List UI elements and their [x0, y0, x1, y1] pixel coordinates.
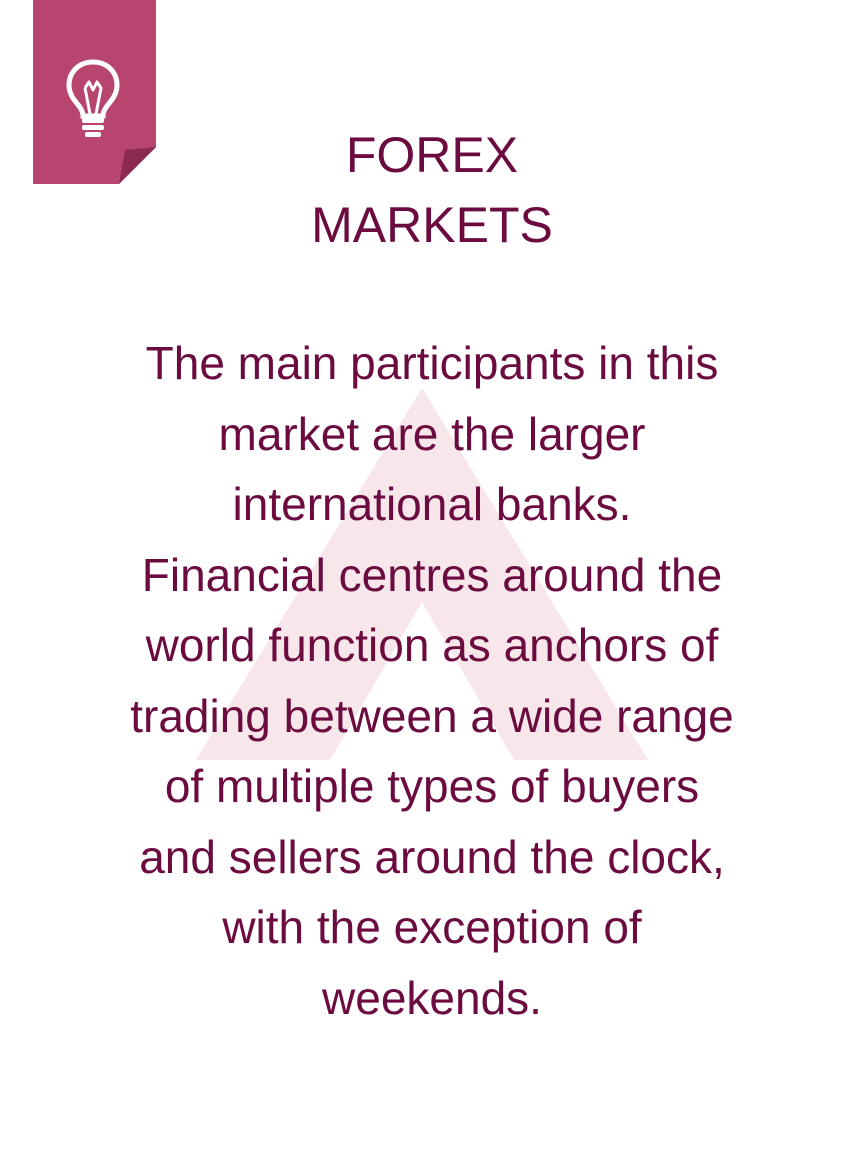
body-line: market are the larger	[218, 407, 646, 460]
triangle-logo-icon	[196, 388, 648, 760]
body-line: world function as anchors of	[145, 619, 719, 671]
body-line: of multiple types of buyers	[164, 760, 700, 812]
page-title: FOREX MARKETS	[0, 120, 864, 260]
title-line-1: FOREX	[345, 127, 519, 183]
body-line: with the exception of	[222, 901, 642, 953]
tip-badge	[33, 0, 156, 184]
body-line: trading between a wide range	[130, 689, 734, 742]
body-line: international banks.	[232, 478, 632, 530]
title-line-2: MARKETS	[311, 197, 553, 253]
body-paragraph: The main participants in this market are…	[20, 328, 844, 1033]
body-line: and sellers around the clock,	[139, 830, 725, 883]
body-line: Financial centres around the	[141, 548, 723, 601]
body-line: The main participants in this	[145, 337, 719, 389]
body-line: weekends.	[322, 971, 542, 1024]
lightbulb-icon	[66, 59, 120, 137]
